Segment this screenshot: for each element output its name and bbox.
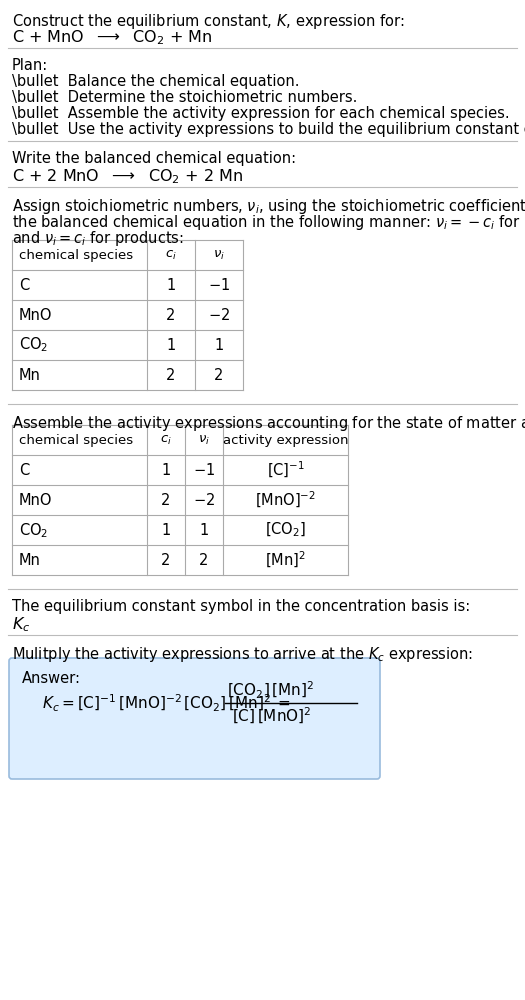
Text: $-2$: $-2$ bbox=[208, 307, 230, 323]
Text: 1: 1 bbox=[161, 463, 171, 478]
Text: chemical species: chemical species bbox=[19, 434, 133, 447]
Text: 2: 2 bbox=[200, 553, 209, 568]
Text: $K_c$: $K_c$ bbox=[12, 615, 30, 634]
Text: 2: 2 bbox=[161, 493, 171, 508]
Text: 1: 1 bbox=[200, 523, 208, 538]
Text: 1: 1 bbox=[214, 338, 224, 353]
Text: Mn: Mn bbox=[19, 367, 41, 382]
Text: \bullet  Use the activity expressions to build the equilibrium constant expressi: \bullet Use the activity expressions to … bbox=[12, 122, 525, 137]
Text: Mn: Mn bbox=[19, 553, 41, 568]
Text: chemical species: chemical species bbox=[19, 248, 133, 261]
Text: Write the balanced chemical equation:: Write the balanced chemical equation: bbox=[12, 151, 296, 166]
Text: \bullet  Assemble the activity expression for each chemical species.: \bullet Assemble the activity expression… bbox=[12, 106, 510, 121]
Text: Answer:: Answer: bbox=[22, 671, 81, 686]
Text: C: C bbox=[19, 463, 29, 478]
Text: The equilibrium constant symbol in the concentration basis is:: The equilibrium constant symbol in the c… bbox=[12, 599, 470, 614]
Text: $[\mathrm{CO_2}]$: $[\mathrm{CO_2}]$ bbox=[265, 521, 306, 539]
Text: $[\mathrm{CO_2}]\,[\mathrm{Mn}]^2$: $[\mathrm{CO_2}]\,[\mathrm{Mn}]^2$ bbox=[227, 679, 314, 701]
Text: Plan:: Plan: bbox=[12, 58, 48, 73]
Text: Mulitply the activity expressions to arrive at the $K_c$ expression:: Mulitply the activity expressions to arr… bbox=[12, 645, 473, 664]
Text: C + MnO  $\longrightarrow$  CO$_2$ + Mn: C + MnO $\longrightarrow$ CO$_2$ + Mn bbox=[12, 28, 213, 47]
Text: $-1$: $-1$ bbox=[193, 462, 215, 478]
Text: $-1$: $-1$ bbox=[208, 277, 230, 293]
Text: 2: 2 bbox=[166, 367, 176, 382]
Text: $\nu_i$: $\nu_i$ bbox=[198, 434, 210, 447]
Text: the balanced chemical equation in the following manner: $\nu_i = -c_i$ for react: the balanced chemical equation in the fo… bbox=[12, 213, 525, 232]
Text: 1: 1 bbox=[166, 277, 176, 292]
FancyBboxPatch shape bbox=[9, 658, 380, 779]
Text: $c_i$: $c_i$ bbox=[160, 434, 172, 447]
Text: $[\mathrm{MnO}]^{-2}$: $[\mathrm{MnO}]^{-2}$ bbox=[255, 490, 316, 510]
Text: CO$_2$: CO$_2$ bbox=[19, 521, 48, 540]
Text: Assign stoichiometric numbers, $\nu_i$, using the stoichiometric coefficients, $: Assign stoichiometric numbers, $\nu_i$, … bbox=[12, 197, 525, 216]
Text: C: C bbox=[19, 277, 29, 292]
Text: 1: 1 bbox=[161, 523, 171, 538]
Text: MnO: MnO bbox=[19, 493, 52, 508]
Text: $[\mathrm{Mn}]^{2}$: $[\mathrm{Mn}]^{2}$ bbox=[265, 550, 306, 570]
Text: and $\nu_i = c_i$ for products:: and $\nu_i = c_i$ for products: bbox=[12, 229, 184, 248]
Text: 1: 1 bbox=[166, 338, 176, 353]
Text: $K_c = [\mathrm{C}]^{-1}\,[\mathrm{MnO}]^{-2}\,[\mathrm{CO_2}]\,[\mathrm{Mn}]^2$: $K_c = [\mathrm{C}]^{-1}\,[\mathrm{MnO}]… bbox=[42, 692, 291, 714]
Text: \bullet  Balance the chemical equation.: \bullet Balance the chemical equation. bbox=[12, 74, 299, 89]
Text: \bullet  Determine the stoichiometric numbers.: \bullet Determine the stoichiometric num… bbox=[12, 90, 358, 105]
Text: 2: 2 bbox=[214, 367, 224, 382]
Text: Assemble the activity expressions accounting for the state of matter and $\nu_i$: Assemble the activity expressions accoun… bbox=[12, 414, 525, 433]
Text: C + 2 MnO  $\longrightarrow$  CO$_2$ + 2 Mn: C + 2 MnO $\longrightarrow$ CO$_2$ + 2 M… bbox=[12, 167, 243, 186]
Text: activity expression: activity expression bbox=[223, 434, 348, 447]
Text: $c_i$: $c_i$ bbox=[165, 248, 177, 262]
Text: 2: 2 bbox=[166, 308, 176, 322]
Text: 2: 2 bbox=[161, 553, 171, 568]
Text: CO$_2$: CO$_2$ bbox=[19, 336, 48, 354]
Text: $[\mathrm{C}]\,[\mathrm{MnO}]^2$: $[\mathrm{C}]\,[\mathrm{MnO}]^2$ bbox=[232, 706, 311, 726]
Text: MnO: MnO bbox=[19, 308, 52, 322]
Text: $-2$: $-2$ bbox=[193, 492, 215, 508]
Text: $[\mathrm{C}]^{-1}$: $[\mathrm{C}]^{-1}$ bbox=[267, 460, 304, 480]
Text: Construct the equilibrium constant, $K$, expression for:: Construct the equilibrium constant, $K$,… bbox=[12, 12, 405, 31]
Text: $\nu_i$: $\nu_i$ bbox=[213, 248, 225, 262]
